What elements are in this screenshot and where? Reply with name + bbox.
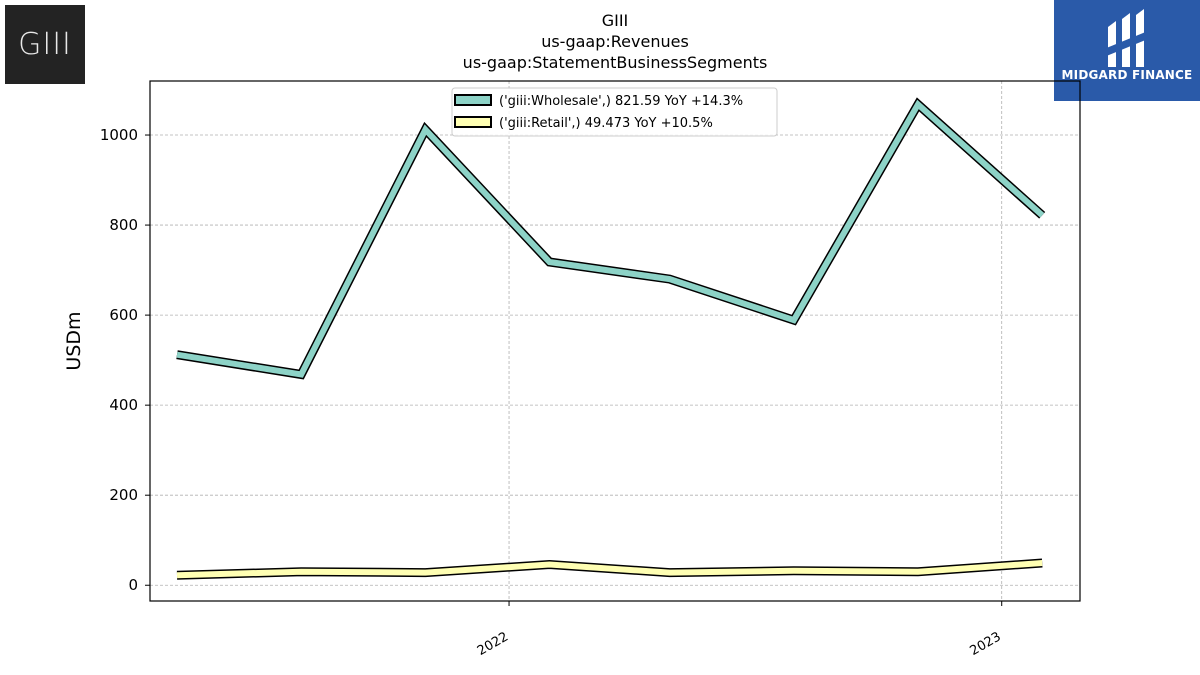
midgard-mark-icon — [1104, 9, 1148, 67]
series-lines — [176, 97, 1046, 580]
legend-label-0: ('giii:Wholesale',) 821.59 YoY +14.3% — [499, 94, 743, 109]
y-axis: 0 200 400 600 800 1000 — [100, 126, 150, 594]
y-axis-label: USDm — [63, 311, 85, 370]
chart-titles: GIII us-gaap:Revenues us-gaap:StatementB… — [315, 10, 915, 73]
giii-logo: GIII — [5, 5, 85, 84]
series-outline-0 — [176, 97, 1046, 380]
legend-swatch-1 — [454, 116, 492, 128]
x-axis: 2022 2023 — [475, 601, 1004, 659]
legend-swatch-0 — [454, 94, 492, 106]
y-tick-label: 0 — [128, 576, 138, 594]
x-tick-label: 2023 — [968, 629, 1004, 659]
midgard-brand-text: MIDGARD FINANCE — [1061, 68, 1193, 82]
y-tick-label: 200 — [109, 486, 138, 504]
series-line-1 — [176, 560, 1043, 579]
chart-subtitle-1: us-gaap:Revenues — [541, 32, 689, 51]
midgard-finance-logo: MIDGARD FINANCE — [1054, 0, 1200, 101]
giii-logo-text: GIII — [18, 27, 72, 62]
y-tick-label: 1000 — [100, 126, 138, 144]
y-tick-label: 400 — [109, 396, 138, 414]
y-tick-label: 600 — [109, 306, 138, 324]
series-line-0 — [176, 99, 1045, 378]
grid-lines — [150, 81, 1080, 601]
chart-title: GIII — [601, 11, 629, 30]
legend-label-1: ('giii:Retail',) 49.473 YoY +10.5% — [499, 116, 713, 131]
x-tick-label: 2022 — [475, 629, 511, 659]
legend-box — [451, 87, 778, 137]
chart-subtitle-2: us-gaap:StatementBusinessSegments — [462, 53, 768, 72]
plot-frame — [149, 80, 1081, 602]
y-tick-label: 800 — [109, 216, 138, 234]
legend: ('giii:Wholesale',) 821.59 YoY +14.3% ('g… — [451, 87, 778, 137]
